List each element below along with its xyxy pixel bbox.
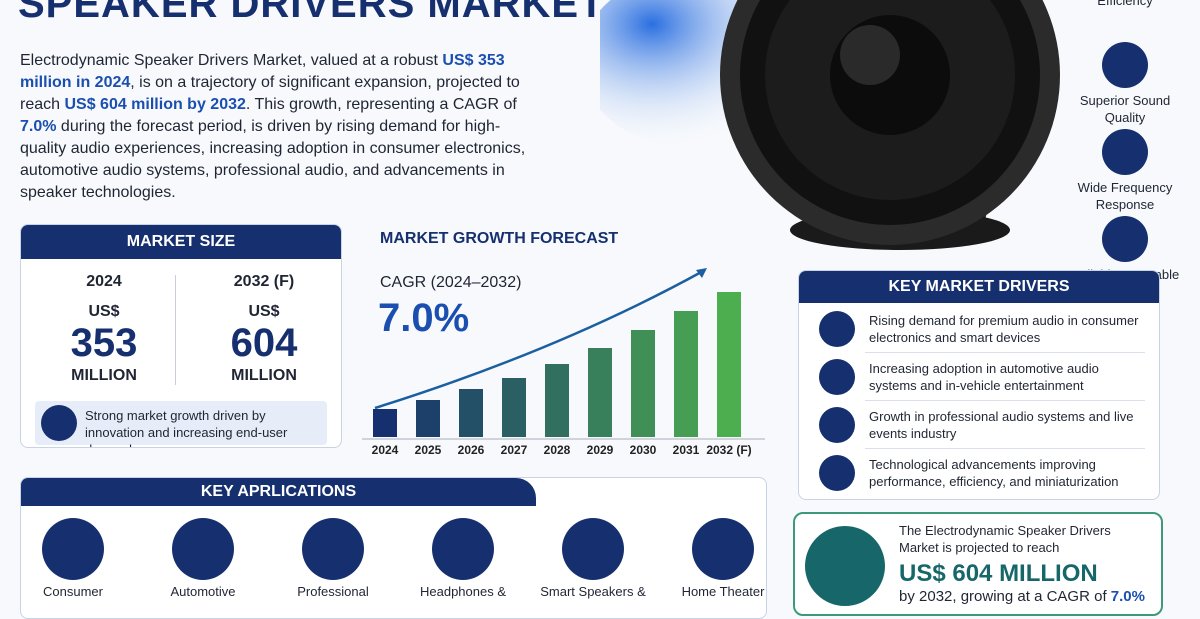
driver-icon bbox=[819, 311, 855, 347]
bar bbox=[416, 400, 440, 437]
application-label: Home Theater bbox=[681, 584, 765, 599]
application-icon bbox=[302, 518, 364, 580]
application-icon bbox=[562, 518, 624, 580]
title: SPEAKER DRIVERS MARKET bbox=[18, 0, 605, 26]
intro-segment: during the forecast period, is driven by… bbox=[20, 118, 526, 201]
intro-segment: , is on a trajectory of significant expa… bbox=[20, 74, 520, 113]
market-size-title: MARKET SIZE bbox=[21, 225, 341, 259]
bar bbox=[545, 364, 569, 437]
callout-icon bbox=[805, 526, 885, 606]
x-tick-label: 2025 bbox=[415, 443, 442, 457]
application-label: Consumer bbox=[43, 584, 103, 599]
bar bbox=[631, 330, 655, 437]
x-tick-label: 2024 bbox=[372, 443, 399, 457]
driver-icon bbox=[819, 455, 855, 491]
intro-segment: . This growth, representing a CAGR of bbox=[245, 96, 517, 113]
note-icon bbox=[41, 405, 77, 441]
x-tick-label: 2030 bbox=[630, 443, 657, 457]
feature-icon bbox=[1102, 42, 1148, 88]
bar bbox=[674, 311, 698, 437]
bar bbox=[588, 348, 612, 437]
unit: MILLION bbox=[231, 367, 297, 384]
currency: US$ bbox=[88, 303, 120, 320]
driver-text: Increasing adoption in automotive audio … bbox=[869, 361, 1099, 393]
speaker-image bbox=[600, 0, 1060, 250]
unit: MILLION bbox=[71, 367, 137, 384]
page: SPEAKER DRIVERS MARKET Electrodynamic Sp… bbox=[18, 0, 1180, 619]
market-size-card: MARKET SIZE 2024 US$ 353 MILLION 2032 (F) US$… bbox=[20, 224, 342, 448]
forecast-title: MARKET GROWTH FORECAST bbox=[380, 230, 619, 247]
application-label: Smart Speakers & bbox=[540, 584, 646, 599]
value: 353 bbox=[70, 321, 138, 365]
applications-card: KEY APRLICATIONS Consumer Automotive Profe… bbox=[20, 477, 767, 619]
intro-segment: US$ 604 million by 2032 bbox=[64, 96, 246, 113]
value: 604 bbox=[230, 321, 298, 365]
bar bbox=[459, 389, 483, 437]
callout-tail: by 2032, growing at a CAGR of bbox=[899, 588, 1107, 605]
applications-title: KEY APRLICATIONS bbox=[21, 478, 536, 506]
separator bbox=[865, 352, 1145, 353]
x-tick-label: 2031 bbox=[673, 443, 700, 457]
intro-segment: US$ 353 million in 2024 bbox=[20, 52, 505, 91]
cagr-value: 7.0% bbox=[378, 296, 470, 340]
forecast-chart: 2024 2025 2026 2027 2028 2029 2030 2031 2032 (F) bbox=[362, 268, 765, 457]
x-tick-label: 2029 bbox=[587, 443, 614, 457]
feature-icon bbox=[1102, 216, 1148, 262]
separator bbox=[865, 400, 1145, 401]
application-icon bbox=[692, 518, 754, 580]
bar bbox=[373, 409, 397, 437]
callout: The Electrodynamic Speaker Drivers Marke… bbox=[793, 512, 1163, 616]
year: 2032 (F) bbox=[233, 273, 295, 290]
note-box: Strong market growth driven by innovatio… bbox=[35, 401, 327, 447]
cagr-label: CAGR (2024–2032) bbox=[380, 274, 522, 291]
bar bbox=[717, 292, 741, 437]
feature-icon bbox=[1102, 129, 1148, 175]
callout-tail-row: by 2032, growing at a CAGR of 7.0% bbox=[899, 588, 1145, 605]
drivers-title: KEY MARKET DRIVERS bbox=[799, 271, 1159, 303]
bar bbox=[502, 378, 526, 437]
driver-text: Technological advancements improving per… bbox=[869, 457, 1119, 489]
divider bbox=[175, 275, 176, 385]
intro-segment: Electrodynamic Speaker Drivers Market, v… bbox=[20, 52, 443, 69]
feature-label: Superior Sound Quality bbox=[1079, 93, 1171, 125]
note: Strong market growth driven by innovatio… bbox=[85, 408, 288, 447]
callout-text: The Electrodynamic Speaker Drivers Marke… bbox=[899, 523, 1111, 555]
currency: US$ bbox=[248, 303, 280, 320]
driver-icon bbox=[819, 407, 855, 443]
arrow-head bbox=[696, 268, 707, 278]
drivers-card: KEY MARKET DRIVERS Rising demand for pre… bbox=[798, 270, 1160, 500]
x-tick-label: 2028 bbox=[544, 443, 571, 457]
intro-segment: 7.0% bbox=[20, 118, 57, 135]
driver-text: Growth in professional audio systems and… bbox=[869, 409, 1134, 441]
feature-label: Efficiency bbox=[1097, 0, 1153, 8]
application-icon bbox=[172, 518, 234, 580]
x-tick-label: 2032 (F) bbox=[706, 443, 751, 457]
year: 2024 bbox=[86, 273, 122, 290]
driver-icon bbox=[819, 359, 855, 395]
application-icon bbox=[432, 518, 494, 580]
trend-arrow bbox=[374, 268, 706, 410]
application-label: Automotive bbox=[170, 584, 236, 599]
feature-label: Wide Frequency Response bbox=[1077, 180, 1173, 212]
application-icon bbox=[42, 518, 104, 580]
separator bbox=[865, 448, 1145, 449]
x-tick-label: 2027 bbox=[501, 443, 528, 457]
x-tick-label: 2026 bbox=[458, 443, 485, 457]
callout-tail-value: 7.0% bbox=[1110, 588, 1145, 605]
intro: Electrodynamic Speaker Drivers Market, v… bbox=[20, 50, 540, 204]
application-label: Professional bbox=[297, 584, 369, 599]
application-label: Headphones & bbox=[419, 584, 506, 599]
driver-text: Rising demand for premium audio in consu… bbox=[869, 313, 1139, 345]
callout-highlight: US$ 604 MILLION bbox=[899, 560, 1098, 587]
